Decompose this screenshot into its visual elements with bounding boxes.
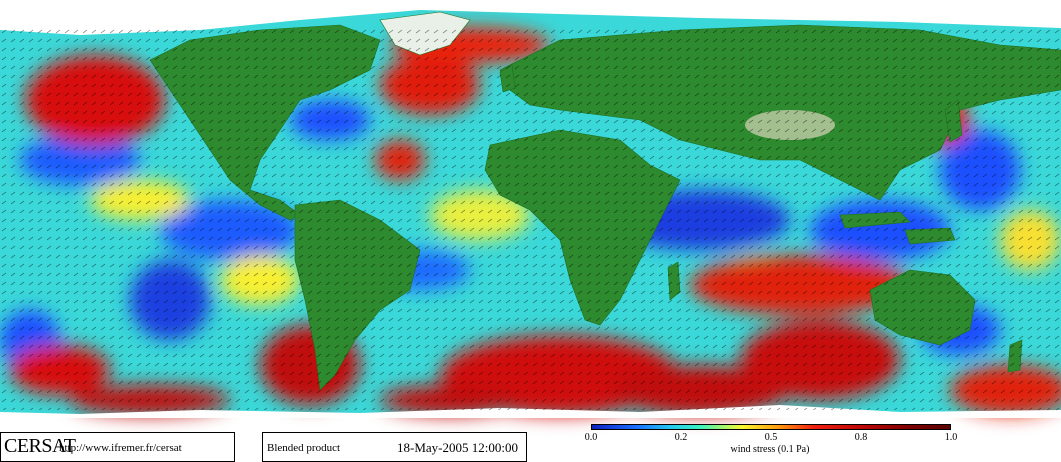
logo-box: CERSAT http://www.ifremer.fr/cersat [0, 432, 235, 462]
date-label: 18-May-2005 12:00:00 [397, 440, 518, 455]
color-scale-bar [591, 424, 951, 430]
scale-tick-3: 0.8 [854, 432, 868, 443]
scale-tick-1: 0.2 [674, 432, 688, 443]
scale-tick-0: 0.0 [584, 432, 598, 443]
wind-vectors [0, 28, 1061, 410]
product-label: Blended product [267, 442, 341, 454]
arctic-ice [0, 0, 1061, 35]
scale-tick-2: 0.5 [764, 432, 778, 443]
color-scale: 0.0 0.2 0.5 0.8 1.0 wind stress (0.1 Pa) [570, 418, 990, 462]
scale-tick-4: 1.0 [944, 432, 958, 443]
product-box: Blended product 18-May-2005 12:00:00 [262, 432, 527, 462]
cersat-url[interactable]: http://www.ifremer.fr/cersat [59, 442, 182, 454]
scale-title: wind stress (0.1 Pa) [730, 444, 810, 455]
cersat-logo: CERSAT [4, 435, 76, 457]
